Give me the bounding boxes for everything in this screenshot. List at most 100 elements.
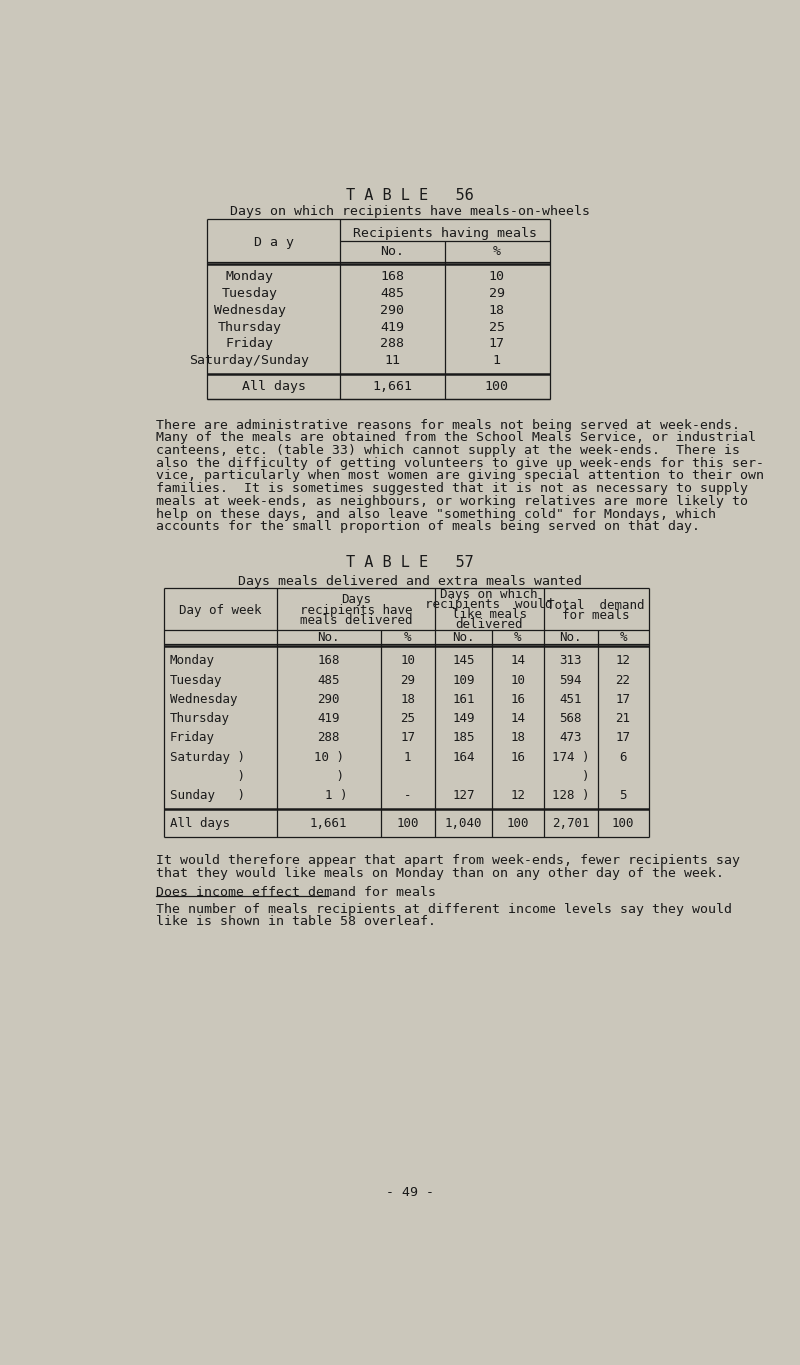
Text: 14: 14	[510, 654, 526, 667]
Text: 14: 14	[510, 713, 526, 725]
Text: 568: 568	[559, 713, 582, 725]
Text: All days: All days	[242, 379, 306, 393]
Text: 419: 419	[380, 321, 404, 333]
Text: 22: 22	[616, 673, 630, 687]
Text: Wednesday: Wednesday	[214, 303, 286, 317]
Text: 290: 290	[380, 303, 404, 317]
Text: - 49 -: - 49 -	[386, 1186, 434, 1200]
Text: Many of the meals are obtained from the School Meals Service, or industrial: Many of the meals are obtained from the …	[156, 431, 756, 445]
Text: Saturday/Sunday: Saturday/Sunday	[190, 355, 310, 367]
Text: 100: 100	[506, 816, 529, 830]
Text: 16: 16	[510, 751, 526, 763]
Text: %: %	[619, 631, 627, 644]
Text: Thursday: Thursday	[170, 713, 230, 725]
Text: 12: 12	[616, 654, 630, 667]
Text: 18: 18	[400, 693, 415, 706]
Text: 288: 288	[318, 732, 340, 744]
Text: 185: 185	[452, 732, 474, 744]
Text: 174 ): 174 )	[552, 751, 589, 763]
Text: 29: 29	[400, 673, 415, 687]
Text: 25: 25	[489, 321, 505, 333]
Text: Wednesday: Wednesday	[170, 693, 238, 706]
Text: 290: 290	[318, 693, 340, 706]
Text: ): )	[314, 770, 344, 784]
Text: D a y: D a y	[254, 236, 294, 248]
Text: 451: 451	[559, 693, 582, 706]
Text: Recipients having meals: Recipients having meals	[353, 227, 537, 240]
Text: meals delivered: meals delivered	[299, 614, 412, 628]
Text: 145: 145	[452, 654, 474, 667]
Text: 1,040: 1,040	[445, 816, 482, 830]
Text: like meals: like meals	[451, 609, 526, 621]
Text: 1: 1	[404, 751, 411, 763]
Text: 17: 17	[400, 732, 415, 744]
Text: Tuesday: Tuesday	[170, 673, 222, 687]
Text: The number of meals recipients at different income levels say they would: The number of meals recipients at differ…	[156, 902, 732, 916]
Text: %: %	[493, 246, 501, 258]
Text: No.: No.	[452, 631, 474, 644]
Text: Tuesday: Tuesday	[222, 287, 278, 300]
Text: Monday: Monday	[226, 270, 274, 283]
Text: Days on which recipients have meals-on-wheels: Days on which recipients have meals-on-w…	[230, 205, 590, 218]
Text: 485: 485	[380, 287, 404, 300]
Text: 149: 149	[452, 713, 474, 725]
Text: recipients  would: recipients would	[426, 598, 553, 612]
Text: families.  It is sometimes suggested that it is not as necessary to supply: families. It is sometimes suggested that…	[156, 482, 748, 495]
Text: 109: 109	[452, 673, 474, 687]
Text: %: %	[514, 631, 522, 644]
Text: 10: 10	[510, 673, 526, 687]
Text: Days: Days	[341, 592, 370, 606]
Text: 11: 11	[384, 355, 400, 367]
Text: 419: 419	[318, 713, 340, 725]
Text: 594: 594	[559, 673, 582, 687]
Text: 127: 127	[452, 789, 474, 803]
Text: 161: 161	[452, 693, 474, 706]
Text: also the difficulty of getting volunteers to give up week-ends for this ser-: also the difficulty of getting volunteer…	[156, 457, 764, 470]
Text: 168: 168	[318, 654, 340, 667]
Text: Thursday: Thursday	[218, 321, 282, 333]
Text: No.: No.	[318, 631, 340, 644]
Text: It would therefore appear that apart from week-ends, fewer recipients say: It would therefore appear that apart fro…	[156, 854, 740, 867]
Text: 1,661: 1,661	[310, 816, 347, 830]
Text: 1,661: 1,661	[372, 379, 412, 393]
Text: 12: 12	[510, 789, 526, 803]
Text: canteens, etc. (table 33) which cannot supply at the week-ends.  There is: canteens, etc. (table 33) which cannot s…	[156, 444, 740, 457]
Text: 21: 21	[616, 713, 630, 725]
Text: Sunday   ): Sunday )	[170, 789, 245, 803]
Text: 18: 18	[510, 732, 526, 744]
Text: 128 ): 128 )	[552, 789, 589, 803]
Text: 5: 5	[619, 789, 627, 803]
Text: Does income effect demand for meals: Does income effect demand for meals	[156, 886, 436, 898]
Text: 1 ): 1 )	[310, 789, 347, 803]
Text: T A B L E   57: T A B L E 57	[346, 554, 474, 569]
Text: No.: No.	[380, 246, 404, 258]
Text: 168: 168	[380, 270, 404, 283]
Text: 25: 25	[400, 713, 415, 725]
Text: Saturday ): Saturday )	[170, 751, 245, 763]
Text: Monday: Monday	[170, 654, 214, 667]
Text: T A B L E   56: T A B L E 56	[346, 188, 474, 203]
Text: 100: 100	[397, 816, 419, 830]
Text: 17: 17	[489, 337, 505, 351]
Text: Friday: Friday	[226, 337, 274, 351]
Text: 100: 100	[485, 379, 509, 393]
Text: Total  demand: Total demand	[547, 599, 645, 612]
Text: ): )	[170, 770, 245, 784]
Text: -: -	[404, 789, 411, 803]
Text: 100: 100	[612, 816, 634, 830]
Text: 473: 473	[559, 732, 582, 744]
Text: 10: 10	[400, 654, 415, 667]
Text: All days: All days	[170, 816, 230, 830]
Text: 10: 10	[489, 270, 505, 283]
Text: that they would like meals on Monday than on any other day of the week.: that they would like meals on Monday tha…	[156, 867, 724, 880]
Text: 10 ): 10 )	[314, 751, 344, 763]
Text: 2,701: 2,701	[552, 816, 589, 830]
Text: delivered: delivered	[455, 618, 523, 631]
Text: recipients have: recipients have	[299, 603, 412, 617]
Text: 6: 6	[619, 751, 627, 763]
Text: vice, particularly when most women are giving special attention to their own: vice, particularly when most women are g…	[156, 470, 764, 482]
Text: 17: 17	[616, 732, 630, 744]
Text: like is shown in table 58 overleaf.: like is shown in table 58 overleaf.	[156, 916, 436, 928]
Text: ): )	[552, 770, 589, 784]
Text: Days meals delivered and extra meals wanted: Days meals delivered and extra meals wan…	[238, 575, 582, 587]
